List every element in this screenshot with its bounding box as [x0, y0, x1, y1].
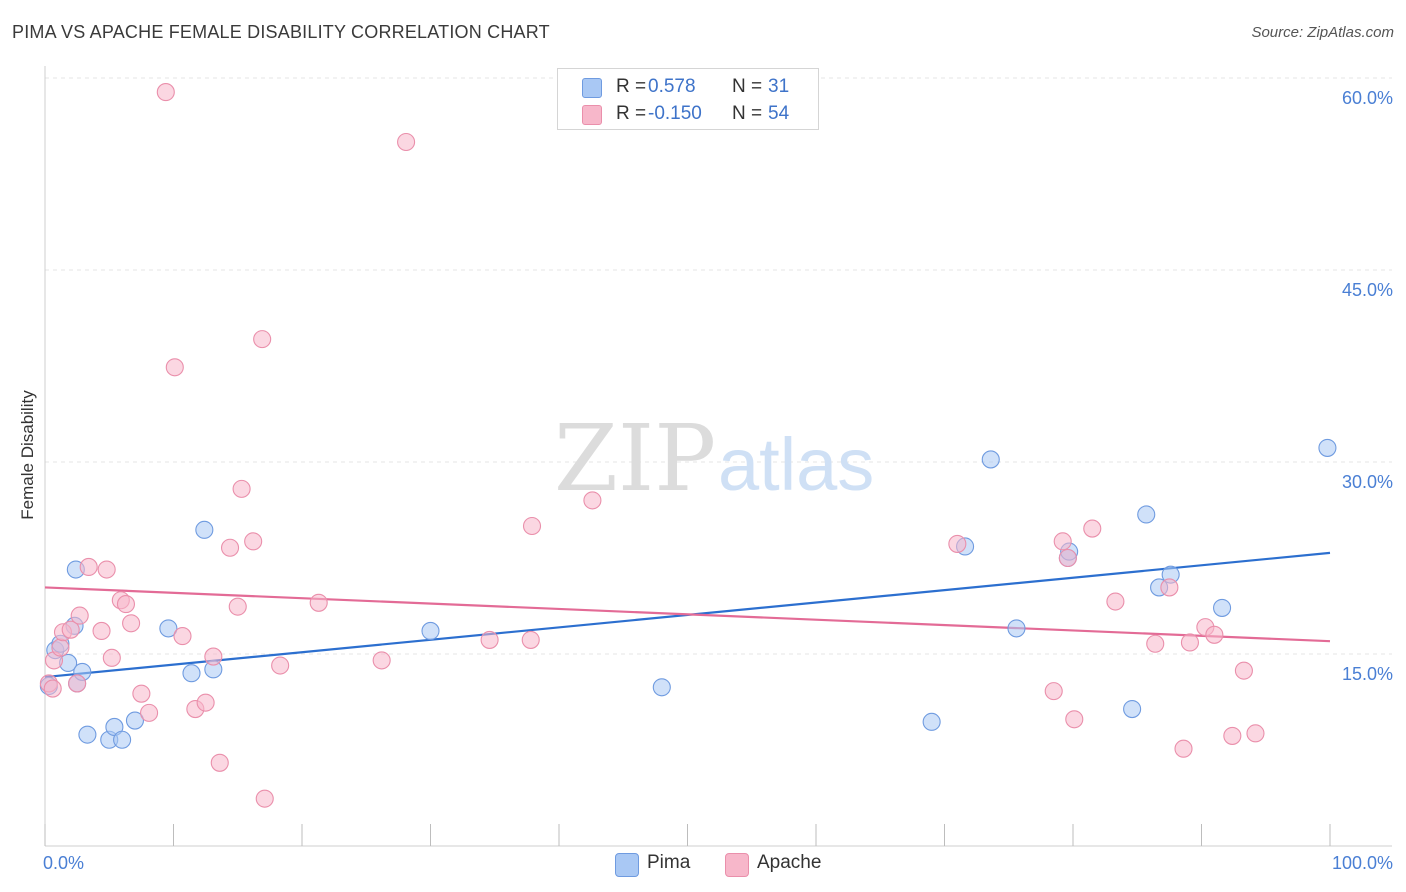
apache-point [1160, 578, 1179, 597]
trend-lines [44, 551, 1331, 679]
x-tick-label: 100.0% [1332, 853, 1393, 873]
legend-row-apache: R = -0.150 N = 54 [558, 100, 818, 128]
correlation-legend: R = 0.578 N = 31 R = -0.150 N = 54 [557, 68, 819, 130]
apache-point [220, 538, 240, 557]
apache-point [1065, 710, 1084, 729]
apache-point [43, 679, 62, 698]
r-value: 0.578 [648, 76, 696, 97]
apache-point [583, 491, 602, 510]
n-label: N = [732, 103, 763, 124]
data-points [39, 83, 1337, 808]
r-label: R = [616, 76, 647, 97]
apache-point [102, 648, 121, 667]
apache-point [522, 516, 542, 536]
pima-point [1318, 438, 1337, 457]
apache-point [228, 597, 247, 616]
apache-point [1044, 682, 1063, 701]
apache-point [521, 630, 540, 649]
pima-point [113, 730, 132, 749]
apache-point [948, 534, 967, 553]
legend-row-pima: R = 0.578 N = 31 [558, 73, 818, 101]
apache-point [232, 479, 251, 498]
apache-point [253, 330, 272, 349]
apache-point [68, 674, 87, 693]
pima-point [125, 711, 144, 730]
pima-point [421, 621, 440, 641]
apache-point [1058, 548, 1077, 568]
apache-point [61, 620, 80, 639]
y-tick-label: 30.0% [1342, 472, 1393, 492]
y-tick-label: 60.0% [1342, 88, 1393, 108]
axes [44, 66, 1392, 847]
apache-point [1223, 726, 1242, 745]
pima-point [195, 520, 214, 539]
apache-point [480, 630, 499, 649]
apache-swatch [582, 105, 602, 125]
pima-legend-label: Pima [647, 852, 691, 873]
apache-point [1246, 724, 1265, 743]
apache-point [210, 753, 229, 772]
apache-point [79, 557, 98, 577]
y-tick-label: 45.0% [1342, 280, 1393, 300]
apache-point [165, 358, 184, 377]
apache-point [196, 693, 215, 712]
pima-swatch [582, 78, 602, 98]
source-label: Source: ZipAtlas.com [1251, 24, 1394, 41]
pima-point [1137, 505, 1156, 524]
apache-point [122, 614, 141, 633]
apache-trend-line [44, 586, 1331, 643]
n-label: N = [732, 76, 763, 97]
apache-point [70, 606, 89, 625]
apache-point [309, 593, 328, 612]
watermark: ZIP atlas [554, 405, 874, 512]
apache-point [1180, 633, 1199, 652]
apache-point [97, 560, 116, 579]
pima-point [652, 678, 671, 697]
apache-point [1083, 519, 1102, 538]
apache-point [173, 627, 192, 646]
y-tick-label: 15.0% [1342, 664, 1393, 684]
pima-point [159, 619, 178, 638]
apache-point [116, 595, 136, 614]
apache-legend-label: Apache [757, 852, 822, 873]
r-value: -0.150 [648, 103, 702, 124]
series-apache-points [39, 83, 1265, 808]
tick-labels: 15.0% 30.0% 45.0% 60.0% 0.0% 100.0% [43, 88, 1393, 873]
watermark-zip: ZIP [554, 405, 716, 512]
apache-point [1174, 739, 1193, 758]
pima-point [1123, 699, 1142, 719]
apache-point [140, 703, 159, 722]
n-value: 31 [768, 76, 790, 97]
apache-point [271, 656, 290, 675]
pima-point [1007, 619, 1026, 638]
apache-point [1205, 625, 1224, 644]
apache-point [92, 621, 111, 641]
n-value: 54 [768, 103, 790, 124]
apache-point [156, 83, 175, 102]
pima-point [1213, 598, 1232, 617]
apache-point [1053, 532, 1072, 551]
pima-point [78, 725, 97, 744]
apache-point [372, 651, 391, 670]
apache-point [1234, 661, 1253, 680]
x-tick-label: 0.0% [43, 853, 84, 873]
grid-lines [45, 77, 1392, 655]
apache-point [132, 684, 151, 703]
apache-point [51, 638, 70, 657]
apache-point [255, 789, 274, 808]
pima-point [922, 712, 941, 731]
apache-legend-swatch [725, 853, 749, 877]
apache-point [1146, 634, 1165, 653]
pima-point [981, 450, 1000, 469]
pima-legend-swatch [615, 853, 639, 877]
apache-point [397, 132, 416, 152]
r-label: R = [616, 103, 647, 124]
apache-point [204, 647, 223, 666]
apache-point [1106, 592, 1125, 611]
watermark-atlas: atlas [718, 423, 874, 506]
chart-title: PIMA VS APACHE FEMALE DISABILITY CORRELA… [12, 22, 550, 42]
pima-point [182, 664, 201, 683]
apache-point [244, 532, 263, 551]
